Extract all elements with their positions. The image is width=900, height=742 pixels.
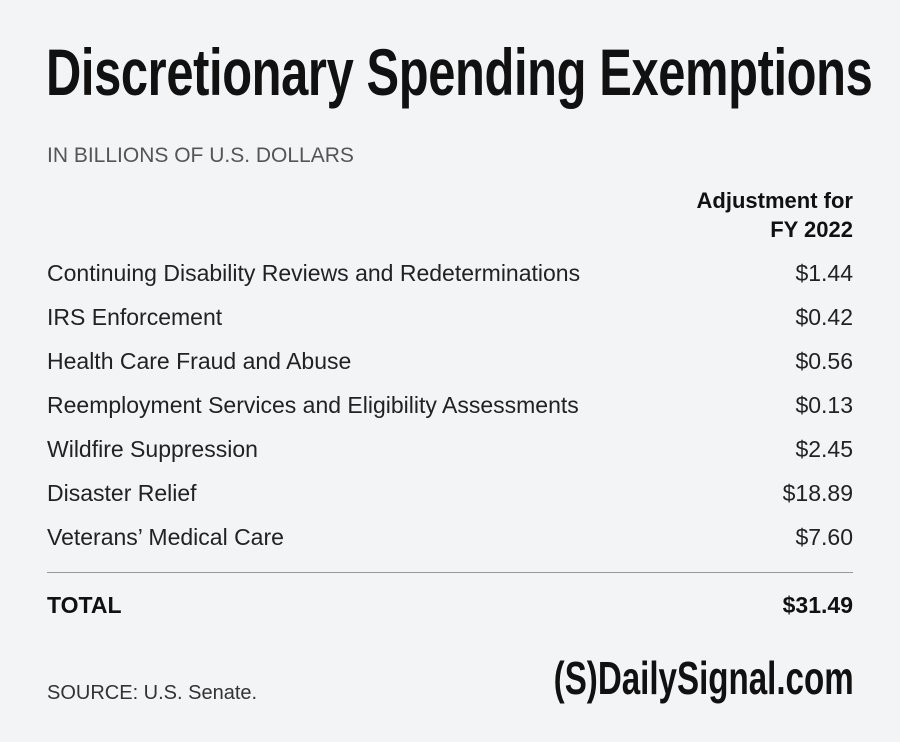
row-label: Continuing Disability Reviews and Redete… <box>47 260 581 286</box>
table-row: Continuing Disability Reviews and Redete… <box>47 256 853 300</box>
table-row: Disaster Relief $18.89 <box>47 476 853 520</box>
total-value: $31.49 <box>782 592 853 618</box>
row-value: $1.44 <box>795 260 853 286</box>
table-row: Veterans’ Medical Care $7.60 <box>47 520 853 564</box>
row-label: Health Care Fraud and Abuse <box>47 348 352 374</box>
divider <box>47 572 853 573</box>
total-row: TOTAL $31.49 <box>47 592 853 619</box>
row-value: $0.13 <box>795 392 853 418</box>
table-body: Continuing Disability Reviews and Redete… <box>47 256 853 564</box>
row-label: Wildfire Suppression <box>47 436 258 462</box>
column-header-line-1: Adjustment for <box>696 188 853 213</box>
table-row: Reemployment Services and Eligibility As… <box>47 388 853 432</box>
total-label: TOTAL <box>47 592 122 618</box>
column-header-line-2: FY 2022 <box>770 217 853 242</box>
column-header: Adjustment for FY 2022 <box>697 186 853 244</box>
row-label: IRS Enforcement <box>47 304 223 330</box>
row-value: $2.45 <box>795 436 853 462</box>
row-label: Veterans’ Medical Care <box>47 524 284 550</box>
table-row: Health Care Fraud and Abuse $0.56 <box>47 344 853 388</box>
table-row: Wildfire Suppression $2.45 <box>47 432 853 476</box>
row-value: $0.42 <box>795 304 853 330</box>
row-label: Reemployment Services and Eligibility As… <box>47 392 579 418</box>
row-value: $7.60 <box>795 524 853 550</box>
source-note: SOURCE: U.S. Senate. <box>47 682 258 704</box>
table-row: IRS Enforcement $0.42 <box>47 300 853 344</box>
row-value: $18.89 <box>782 480 853 506</box>
daily-signal-logo: (S)DailySignal.com <box>554 652 854 704</box>
page-title: Discretionary Spending Exemptions <box>46 35 873 109</box>
subtitle: IN BILLIONS OF U.S. DOLLARS <box>47 144 354 167</box>
row-label: Disaster Relief <box>47 480 197 506</box>
row-value: $0.56 <box>795 348 853 374</box>
